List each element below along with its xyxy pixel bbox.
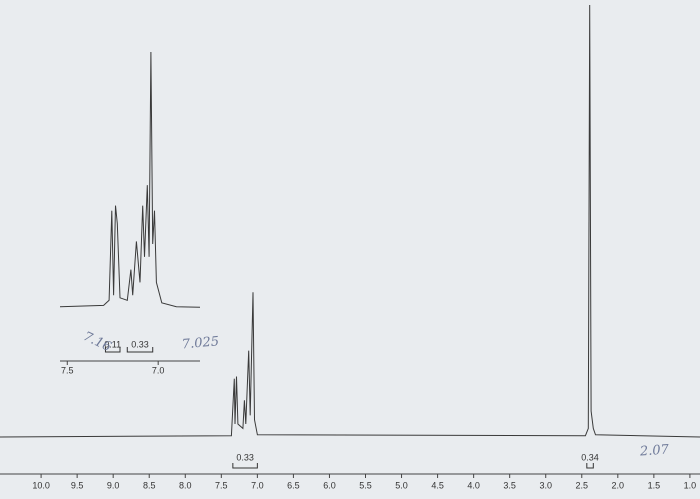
integral-bracket [232,463,258,469]
integral-bracket [586,463,594,469]
integral-label: 0.33 [236,452,254,462]
spectrum-line [0,4,700,438]
integral-label: 0.33 [131,339,149,349]
x-tick-label: 7.5 [215,480,228,490]
x-tick-label: 2.0 [612,480,625,490]
x-tick-label: 3.0 [539,480,552,490]
x-tick-label: 4.5 [431,480,444,490]
x-tick-label: 8.5 [143,480,156,490]
x-tick-label: 7.5 [61,365,74,375]
x-tick-label: 5.0 [395,480,408,490]
x-tick-label: 6.0 [323,480,336,490]
integral-label: 0.11 [104,339,121,349]
handwritten-note: 7.025 [181,334,219,352]
x-tick-label: 7.0 [152,365,165,375]
x-tick-label: 6.5 [287,480,300,490]
handwritten-note: 2.07 [638,442,670,459]
x-tick-label: 9.5 [71,480,84,490]
x-tick-label: 4.0 [467,480,480,490]
integral-bracket [104,347,121,353]
x-tick-label: 5.5 [359,480,372,490]
x-tick-label: 3.5 [503,480,516,490]
x-tick-label: 8.0 [179,480,192,490]
x-tick-label: 9.0 [107,480,120,490]
x-tick-label: 10.0 [32,480,50,490]
x-tick-label: 7.0 [251,480,264,490]
integral-label: 0.34 [581,452,599,462]
x-tick-label: 2.5 [576,480,589,490]
x-tick-label: 1.5 [648,480,661,490]
spectrum-line [59,51,201,308]
integral-bracket [126,347,154,353]
x-tick-label: 1.0 [684,480,697,490]
